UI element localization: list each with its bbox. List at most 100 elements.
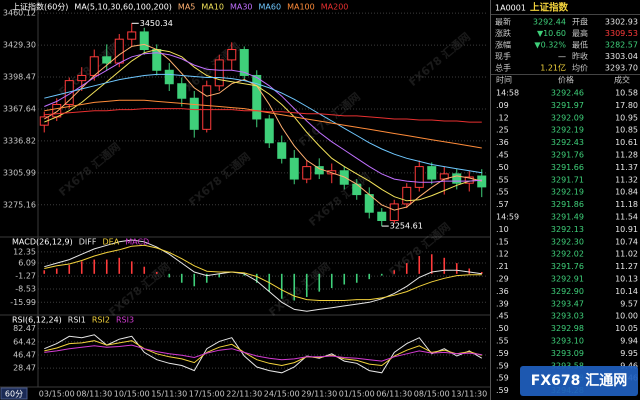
trade-cell: 11.28	[615, 151, 638, 160]
x-tick-label: 29/11:30	[301, 390, 337, 399]
trade-cell: 11.54	[615, 213, 638, 222]
candle-body	[114, 38, 124, 64]
quote-value: 1.21亿	[540, 63, 566, 73]
trade-cell: 3292.91	[551, 275, 584, 284]
y-tick-label: 3429.30	[3, 41, 36, 50]
panel-title: 上证指数(60分)	[12, 2, 68, 12]
y-tick-label: -15.99	[10, 298, 36, 307]
legend-entry: DIFF	[79, 238, 97, 247]
trade-cell: .21	[496, 262, 509, 271]
trade-cell: 3291.49	[551, 213, 584, 222]
trade-cell: 3291.86	[551, 200, 584, 209]
candle-body	[402, 186, 412, 205]
x-tick-label: 01/15:00	[339, 390, 375, 399]
candle-body	[289, 157, 299, 180]
trade-cell: .36	[496, 138, 509, 147]
quote-label: 最低	[572, 40, 588, 50]
trade-cell: .55	[496, 188, 509, 197]
y-tick-label: 3336.82	[3, 136, 36, 145]
candle-body	[239, 49, 249, 76]
trade-cell: 10.00	[615, 312, 638, 321]
quote-label: 昨收	[572, 51, 588, 61]
x-tick-label: 24/15:00	[264, 390, 300, 399]
trade-cell: .57	[496, 200, 509, 209]
legend-entry: RSI1	[68, 316, 86, 325]
legend-entry: MA5	[178, 3, 195, 12]
candle-body	[389, 203, 399, 221]
trade-cell: .12	[496, 250, 509, 259]
legend-entry: MA30	[230, 3, 253, 12]
candle-body	[177, 83, 187, 99]
quote-label: 开盘	[572, 17, 588, 27]
period-button[interactable]	[0, 387, 28, 400]
candle-body	[77, 74, 87, 82]
trade-cell: 3292.19	[551, 126, 584, 135]
trade-cell: 3291.66	[551, 163, 584, 172]
trade-cell: 3293.10	[551, 337, 584, 346]
indicator-line	[44, 73, 482, 174]
candle-body	[352, 183, 362, 196]
candle-body	[264, 118, 274, 144]
indicator-line	[44, 334, 483, 374]
trade-cell: .36	[496, 287, 509, 296]
trade-cell: .50	[496, 163, 509, 172]
quote-label: 涨幅	[495, 40, 511, 50]
x-tick-label: 15/11:30	[151, 390, 187, 399]
y-tick-label: 3367.64	[3, 104, 36, 113]
trade-cell: 3292.90	[551, 287, 584, 296]
trade-cell: 10.58	[615, 89, 638, 98]
candle-body	[414, 166, 424, 188]
indicator-line	[44, 244, 482, 301]
trade-cell: 3292.02	[551, 250, 584, 259]
trade-cell: 9.95	[620, 349, 638, 358]
x-tick-label: 17/15:00	[189, 390, 225, 399]
x-tick-label: 06/11:30	[376, 390, 412, 399]
y-tick-label: 3460.12	[3, 9, 36, 18]
x-tick-label: 22/11:30	[226, 390, 262, 399]
quote-value: 3309.53	[605, 29, 638, 38]
y-tick-label: 46.47	[13, 350, 36, 359]
candle-body	[214, 59, 224, 87]
quote-label: 总手	[495, 63, 511, 73]
trade-cell: .39	[496, 299, 509, 308]
trade-cell: 9.57	[620, 299, 638, 308]
quote-value: 3302.93	[605, 18, 638, 27]
legend-entry: MA100	[287, 3, 315, 12]
trade-cell: 3292.09	[551, 113, 584, 122]
candle-body	[464, 176, 474, 184]
trade-cell: 3293.03	[551, 312, 584, 321]
trade-cell: .55	[496, 175, 509, 184]
y-tick-label: -8.53	[15, 285, 36, 294]
period-button-label[interactable]: 60分	[5, 390, 23, 399]
logo-text: FX678 汇通网	[531, 373, 627, 389]
quote-label: 最高	[572, 28, 588, 38]
quote-name: 上证指数	[530, 2, 569, 14]
quote-value: 3303.04	[605, 52, 638, 61]
quote-value: —	[558, 52, 566, 61]
legend-entry: RSI3	[116, 316, 134, 325]
trade-cell: 9.94	[620, 337, 638, 346]
quote-value: 3282.57	[605, 41, 638, 50]
trade-cell: 11.27	[615, 262, 638, 271]
trade-header: 时间	[496, 75, 512, 85]
trade-cell: .09	[496, 101, 509, 110]
candle-body	[452, 173, 462, 184]
candle-body	[227, 49, 237, 61]
indicator-line	[44, 52, 482, 183]
legend-entry: DEA	[103, 238, 120, 247]
indicator-label: MA(5,10,30,60,100,200)	[74, 3, 172, 12]
indicator-line	[44, 48, 482, 202]
y-tick-label: 6.09	[18, 258, 36, 267]
panel-title: MACD(26,12,9)	[12, 238, 73, 247]
quote-value: ▼0.32%	[534, 41, 566, 50]
trade-cell: 10.13	[615, 275, 638, 284]
trade-cell: 11.37	[615, 163, 638, 172]
trade-cell: .59	[496, 361, 509, 370]
quote-label: 现手	[495, 51, 511, 61]
indicator-line	[44, 108, 482, 123]
legend-entry: MA60	[259, 3, 282, 12]
trade-cell: 3292.19	[551, 188, 584, 197]
quote-label: 均价	[572, 63, 588, 73]
indicator-line	[44, 239, 482, 312]
trade-cell: .59	[496, 349, 509, 358]
